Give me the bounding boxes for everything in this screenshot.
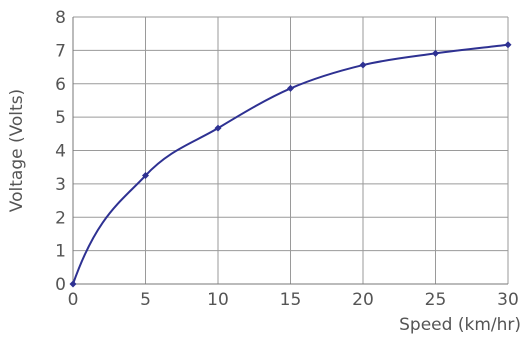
data-point: [69, 280, 77, 288]
data-point: [142, 172, 149, 180]
y-tick-label: 7: [55, 41, 66, 61]
data-point: [287, 84, 294, 92]
x-tick-label: 10: [207, 290, 229, 310]
y-tick-label: 8: [55, 8, 66, 28]
y-tick-label: 0: [55, 275, 66, 295]
x-tick-label: 30: [497, 290, 519, 310]
axes: [72, 17, 508, 285]
data-point: [214, 124, 222, 132]
y-tick-label: 5: [55, 108, 66, 128]
y-tick-label: 6: [55, 75, 66, 95]
data-point: [359, 61, 367, 69]
y-axis-title: Voltage (Volts): [7, 89, 27, 212]
x-tick-label: 15: [280, 290, 302, 310]
x-tick-label: 0: [68, 290, 79, 310]
x-tick-label: 20: [352, 290, 374, 310]
data-point: [504, 41, 512, 49]
grid: [73, 16, 509, 284]
data-point: [432, 49, 439, 57]
y-tick-label: 3: [55, 175, 66, 195]
x-tick-label: 5: [140, 290, 151, 310]
y-tick-label: 1: [55, 242, 66, 262]
x-tick-label: 25: [425, 290, 447, 310]
y-tick-label: 2: [55, 208, 66, 228]
y-tick-label: 4: [55, 142, 66, 162]
tick-labels: 0 1 2 3 4 5 6 7 8 0 5 10 15 20 25 30: [55, 8, 519, 310]
series: [69, 41, 512, 288]
x-axis-title: Speed (km/hr): [399, 315, 521, 335]
